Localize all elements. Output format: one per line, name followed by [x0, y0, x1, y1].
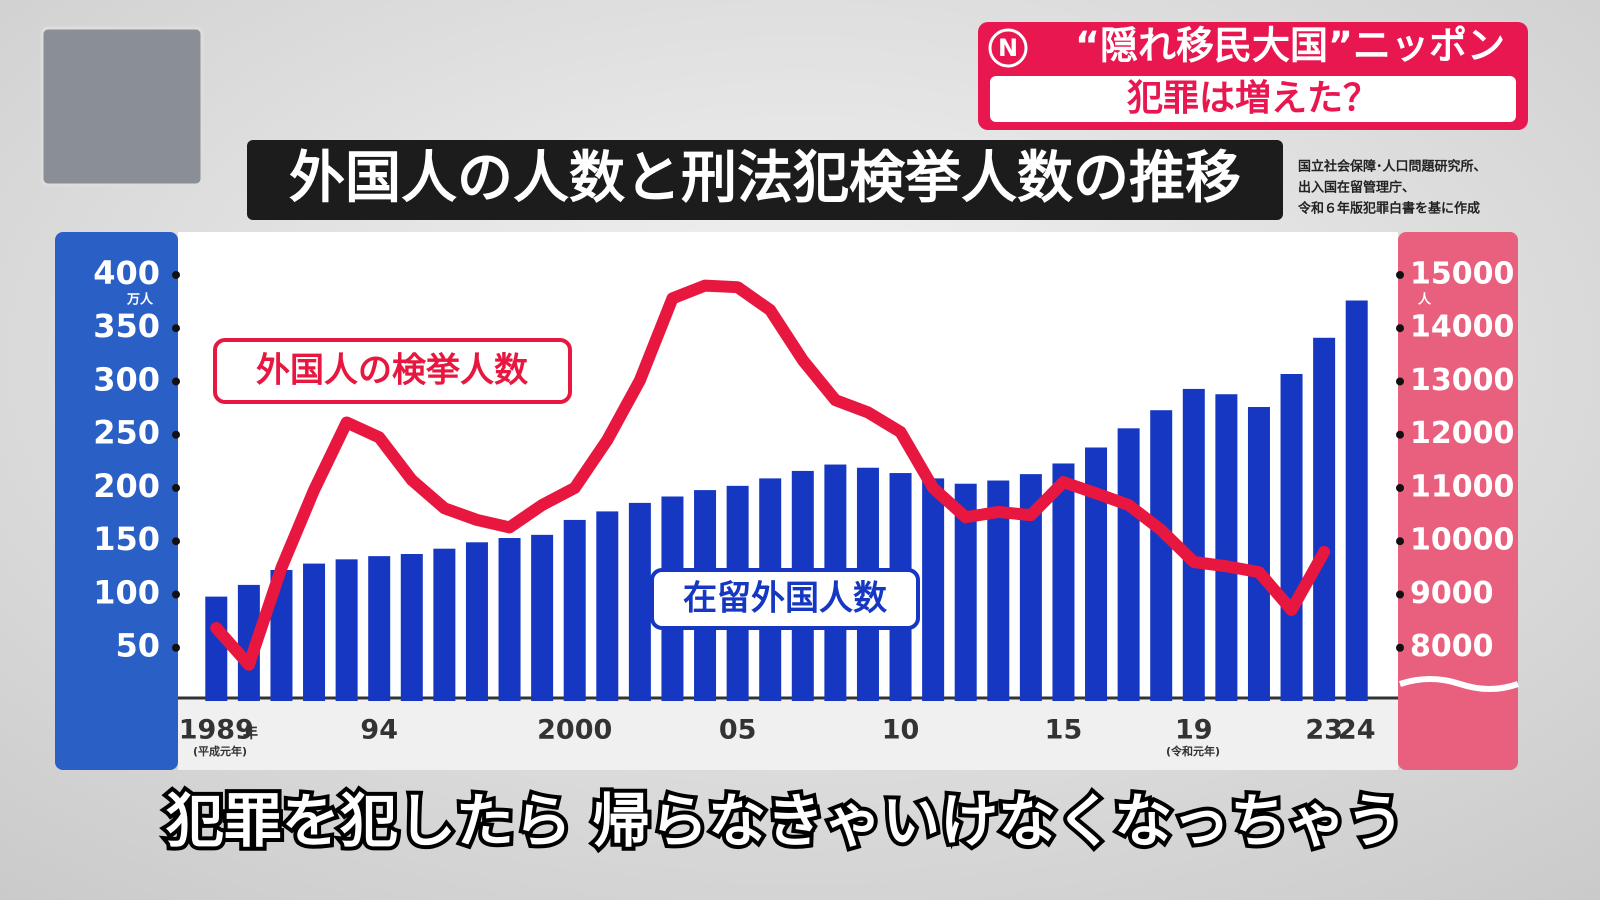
bar [1182, 388, 1205, 701]
legend-entry: 外国人の検挙人数 [256, 351, 528, 391]
logo-ring [988, 28, 1028, 68]
bar [628, 502, 651, 701]
x-tick-label: 2000 [537, 715, 612, 746]
bar [1247, 407, 1270, 701]
bar [335, 559, 358, 701]
y-tick-label: 100 [93, 573, 160, 611]
y2-tick-label: 8000 [1410, 629, 1494, 664]
source: 国立社会保障･人口問題研究所、 [1298, 159, 1487, 175]
y2-tick-label: 11000 [1410, 469, 1514, 504]
y-tick-label: 300 [93, 360, 160, 398]
y2-tick-label: 14000 [1410, 310, 1514, 345]
x-axis-band [178, 698, 1398, 770]
question-box [990, 76, 1516, 122]
x-annotation: (平成元年) [193, 744, 247, 758]
y-tick [172, 537, 180, 546]
x-tick-label: 05 [719, 715, 757, 746]
x-tick-label: 1989 [179, 715, 254, 746]
chart-title: 外国人の人数と刑法犯検挙人数の推移 [289, 146, 1241, 211]
y2-tick [1396, 430, 1404, 439]
bar [1117, 428, 1140, 701]
bar [954, 483, 977, 701]
y-tick [172, 643, 180, 652]
y-tick [172, 324, 180, 333]
x-tick-label: 23 [1305, 715, 1343, 746]
y2-tick [1396, 324, 1404, 333]
y2-unit: 人 [1418, 292, 1432, 308]
y2-tick-label: 12000 [1410, 416, 1514, 451]
y-tick-label: 350 [93, 307, 160, 345]
y-tick-label: 150 [93, 520, 160, 558]
bar [498, 538, 521, 701]
bar [368, 556, 391, 701]
bar [922, 478, 945, 701]
y-tick [172, 483, 180, 492]
y-tick-label: 400 [93, 254, 160, 292]
y-tick [172, 270, 180, 279]
title-box [247, 140, 1283, 220]
bar [1280, 374, 1303, 701]
y2-tick [1396, 537, 1404, 546]
line [210, 279, 1331, 671]
bar [237, 584, 260, 701]
x-annotation: (令和元年) [1166, 744, 1220, 758]
x-tick-label: 19 [1175, 715, 1213, 746]
bar [1313, 337, 1336, 701]
bar [563, 519, 586, 701]
caption: 犯罪を犯したら 帰らなきゃいけなくなっちゃう [166, 787, 1404, 855]
x-tick-label: 24 [1338, 715, 1376, 746]
y-tick [172, 590, 180, 599]
y2-tick-label: 13000 [1410, 363, 1514, 398]
x-tick-label: 15 [1045, 715, 1083, 746]
source: 出入国在留管理庁、 [1298, 180, 1415, 196]
y2-tick [1396, 270, 1404, 279]
question: 犯罪は増えた？ [1127, 78, 1379, 119]
y2-tick-label: 15000 [1410, 256, 1514, 291]
bar [531, 534, 554, 701]
plot: 50 100 150 200 250 300 350 400 8000 9000 10000 1100… [93, 254, 1514, 746]
bar [596, 511, 619, 701]
bar [1085, 447, 1108, 701]
y2-tick-label: 9000 [1410, 576, 1494, 611]
y-tick-label: 50 [115, 627, 160, 665]
bar [433, 548, 456, 701]
y-tick-label: 250 [93, 414, 160, 452]
y2-tick [1396, 483, 1404, 492]
bar [1215, 394, 1238, 701]
bar [303, 563, 326, 701]
bar [1019, 474, 1042, 701]
x-annotation: 年 [243, 724, 258, 742]
y2-tick [1396, 643, 1404, 652]
bar [400, 554, 423, 701]
left-axis-band [55, 232, 178, 770]
line-legend-box [213, 338, 572, 404]
legend-entry: 在留外国人数 [683, 579, 887, 619]
bar [1150, 410, 1173, 701]
bar [465, 542, 488, 701]
anchor-video [40, 26, 204, 187]
x-tick-label: 94 [360, 715, 398, 746]
y2-tick-label: 10000 [1410, 523, 1514, 558]
x-tick-label: 10 [882, 715, 920, 746]
bar [987, 480, 1010, 701]
bar [1052, 463, 1075, 701]
bar [205, 596, 228, 701]
bar-legend-box [650, 568, 920, 630]
logo: N [998, 34, 1018, 62]
y-tick [172, 377, 180, 386]
y-tick [172, 430, 180, 439]
axis-break [1399, 676, 1520, 692]
y-tick-label: 200 [93, 467, 160, 505]
source: 令和６年版犯罪白書を基に作成 [1298, 201, 1480, 217]
y2-tick [1396, 590, 1404, 599]
y2-tick [1396, 377, 1404, 386]
bar [1345, 300, 1368, 701]
right-axis-band [1398, 232, 1518, 770]
y-unit: 万人 [126, 292, 154, 308]
topic: “隠れ移民大国”ニッポン [1075, 24, 1505, 68]
